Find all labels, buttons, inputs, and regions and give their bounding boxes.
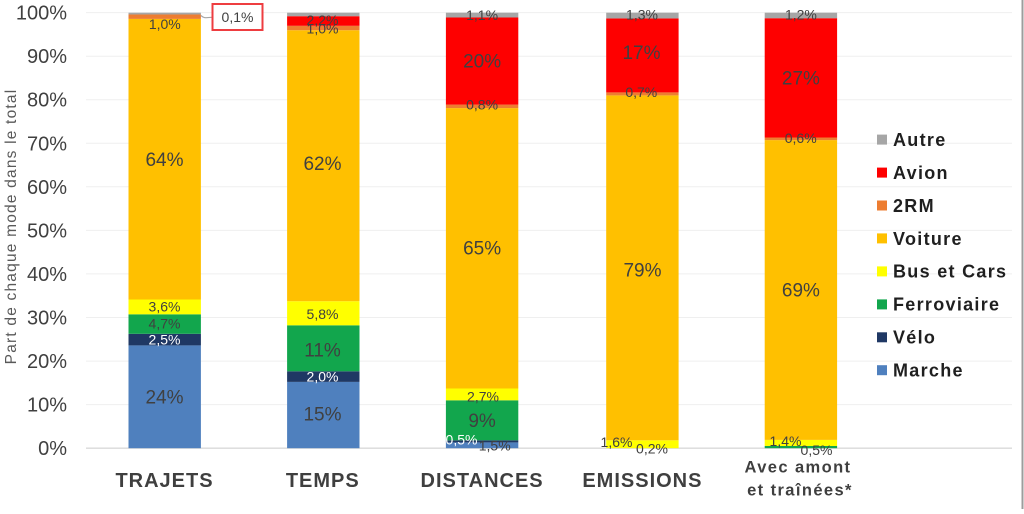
- svg-text:Autre: Autre: [893, 130, 947, 150]
- svg-text:0%: 0%: [38, 438, 67, 460]
- svg-text:0,1%: 0,1%: [222, 9, 254, 25]
- svg-text:1,2%: 1,2%: [785, 7, 817, 23]
- svg-text:2RM: 2RM: [893, 196, 935, 216]
- svg-text:24%: 24%: [145, 388, 183, 409]
- svg-text:3,6%: 3,6%: [149, 299, 181, 315]
- svg-text:30%: 30%: [27, 308, 67, 330]
- svg-text:et traînées*: et traînées*: [747, 482, 853, 500]
- svg-text:2,0%: 2,0%: [307, 368, 339, 384]
- svg-text:69%: 69%: [782, 281, 820, 302]
- svg-text:100%: 100%: [16, 3, 67, 25]
- svg-text:Marche: Marche: [893, 361, 964, 381]
- svg-text:40%: 40%: [27, 264, 67, 286]
- svg-text:62%: 62%: [303, 154, 341, 175]
- svg-text:2,7%: 2,7%: [467, 388, 499, 404]
- svg-text:1,5%: 1,5%: [479, 438, 511, 454]
- svg-text:DISTANCES: DISTANCES: [421, 470, 544, 492]
- svg-text:20%: 20%: [463, 52, 501, 73]
- svg-text:0,5%: 0,5%: [801, 442, 833, 458]
- svg-text:TRAJETS: TRAJETS: [115, 470, 213, 492]
- svg-text:50%: 50%: [27, 220, 67, 242]
- svg-text:EMISSIONS: EMISSIONS: [582, 470, 702, 492]
- svg-text:0,6%: 0,6%: [785, 130, 817, 146]
- svg-text:0,5%: 0,5%: [446, 432, 478, 448]
- svg-text:5,8%: 5,8%: [307, 306, 339, 322]
- svg-text:Avec amont: Avec amont: [745, 459, 852, 477]
- svg-text:Voiture: Voiture: [893, 229, 963, 249]
- svg-text:65%: 65%: [463, 239, 501, 260]
- svg-text:17%: 17%: [622, 43, 660, 64]
- svg-text:1,0%: 1,0%: [307, 20, 339, 36]
- svg-text:70%: 70%: [27, 133, 67, 155]
- svg-text:80%: 80%: [27, 90, 67, 112]
- svg-text:1,0%: 1,0%: [149, 16, 181, 32]
- svg-text:TEMPS: TEMPS: [286, 470, 360, 492]
- svg-text:15%: 15%: [303, 405, 341, 426]
- svg-text:Ferroviaire: Ferroviaire: [893, 295, 1000, 315]
- svg-text:Bus et Cars: Bus et Cars: [893, 262, 1007, 282]
- svg-text:2,2%: 2,2%: [307, 12, 339, 28]
- svg-text:20%: 20%: [27, 351, 67, 373]
- svg-text:10%: 10%: [27, 395, 67, 417]
- svg-text:64%: 64%: [145, 150, 183, 171]
- svg-text:0,7%: 0,7%: [625, 84, 657, 100]
- svg-text:Part de chaque mode dans le to: Part de chaque mode dans le total: [3, 89, 20, 365]
- svg-text:4,7%: 4,7%: [149, 316, 181, 332]
- svg-text:0,2%: 0,2%: [636, 441, 668, 457]
- svg-text:2,5%: 2,5%: [149, 332, 181, 348]
- svg-text:Vélo: Vélo: [893, 328, 936, 348]
- svg-text:0,8%: 0,8%: [466, 97, 498, 113]
- svg-text:1,1%: 1,1%: [466, 7, 498, 23]
- svg-text:27%: 27%: [782, 68, 820, 89]
- svg-text:79%: 79%: [623, 261, 661, 282]
- svg-text:1,4%: 1,4%: [770, 433, 802, 449]
- svg-text:1,6%: 1,6%: [601, 434, 633, 450]
- svg-text:60%: 60%: [27, 177, 67, 199]
- svg-text:9%: 9%: [468, 411, 496, 432]
- svg-text:11%: 11%: [304, 341, 341, 362]
- svg-text:Avion: Avion: [893, 163, 949, 183]
- svg-text:1,3%: 1,3%: [626, 7, 658, 23]
- svg-text:90%: 90%: [27, 46, 67, 68]
